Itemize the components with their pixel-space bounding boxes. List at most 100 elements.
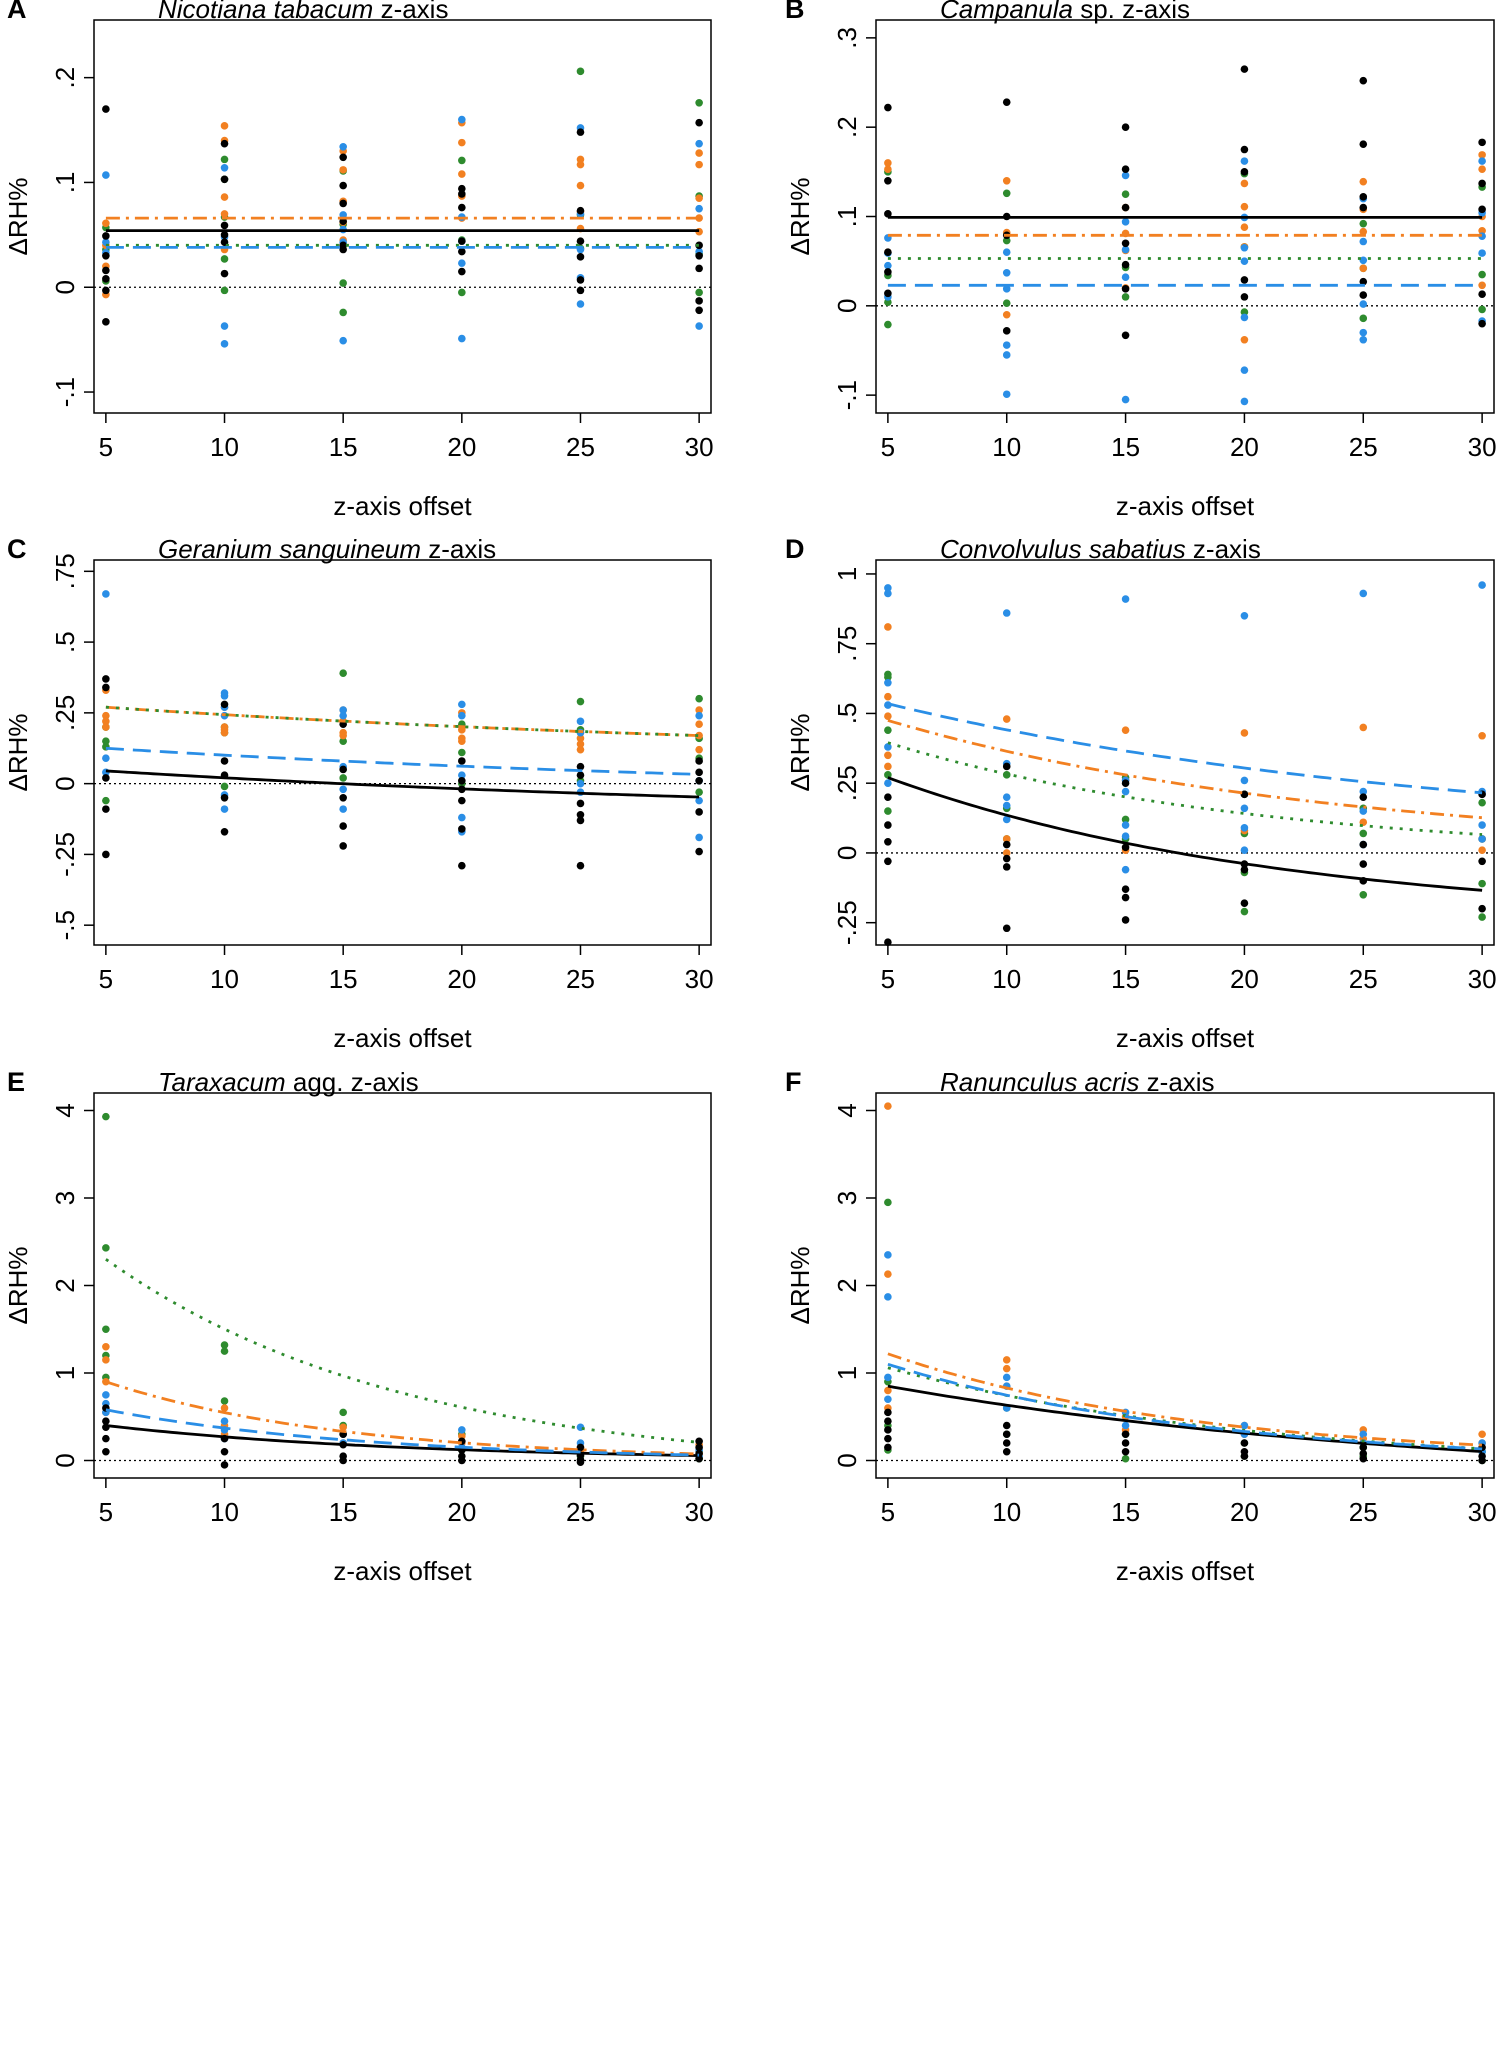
y-tick-label: 0	[832, 846, 862, 860]
data-point-blue	[458, 700, 466, 709]
data-point-black	[884, 1434, 892, 1443]
data-point-black	[1002, 840, 1011, 849]
data-point-black	[102, 286, 110, 295]
x-tick-label: 10	[210, 964, 239, 994]
y-axis-title: ΔRH%	[785, 1246, 815, 1324]
x-tick-label: 10	[210, 432, 239, 462]
data-point-green	[220, 255, 229, 263]
data-point-orange	[576, 181, 585, 190]
data-point-blue	[1121, 171, 1130, 180]
data-point-blue	[1240, 257, 1249, 265]
y-tick-label: 2	[50, 1278, 80, 1292]
data-point-black	[1002, 924, 1011, 933]
y-axis-title: ΔRH%	[785, 713, 815, 791]
data-point-green	[1002, 299, 1011, 307]
data-point-black	[1002, 1421, 1011, 1430]
data-point-black	[1121, 779, 1130, 787]
data-point-black	[1121, 285, 1130, 293]
data-point-orange	[884, 165, 892, 173]
data-point-black	[1359, 193, 1368, 201]
data-point-orange	[1240, 335, 1249, 344]
y-tick-label: 0	[50, 1453, 80, 1467]
data-point-blue	[884, 589, 892, 598]
data-point-black	[695, 1443, 703, 1452]
x-tick-label: 20	[1230, 1497, 1259, 1527]
x-tick-label: 20	[447, 964, 476, 994]
data-point-black	[695, 264, 703, 273]
data-point-blue	[695, 833, 703, 842]
data-point-black	[102, 318, 110, 326]
data-point-blue	[339, 785, 347, 794]
data-point-orange	[1478, 281, 1486, 290]
data-point-black	[1121, 165, 1130, 173]
y-tick-label: 4	[50, 1103, 80, 1117]
data-point-orange	[1240, 202, 1249, 211]
data-point-black	[102, 1434, 110, 1443]
data-point-black	[1478, 179, 1486, 188]
data-point-blue	[1240, 611, 1249, 620]
data-point-black	[102, 1447, 110, 1456]
data-point-blue	[1002, 341, 1011, 349]
data-point-black	[458, 203, 466, 212]
data-point-orange	[1002, 1356, 1011, 1364]
data-point-black	[884, 857, 892, 866]
panel-letter: F	[785, 1067, 802, 1097]
y-axis-title: ΔRH%	[3, 1246, 33, 1324]
data-point-blue	[1478, 157, 1486, 165]
data-point-black	[339, 822, 347, 830]
data-point-black	[884, 268, 892, 276]
data-point-green	[1121, 815, 1130, 824]
data-point-black	[1121, 885, 1130, 894]
data-point-green	[1359, 314, 1368, 323]
data-point-black	[220, 175, 229, 184]
data-point-blue	[576, 717, 585, 726]
data-point-green	[220, 782, 229, 791]
data-point-blue	[1359, 256, 1368, 265]
data-point-black	[1002, 327, 1011, 335]
fit-line-blue	[887, 702, 1483, 795]
data-point-orange	[458, 170, 466, 178]
data-point-black	[1121, 203, 1130, 212]
y-tick-label: 3	[832, 1191, 862, 1205]
data-point-black	[1359, 1449, 1368, 1458]
x-tick-label: 25	[1349, 432, 1378, 462]
x-tick-label: 25	[566, 432, 595, 462]
fit-line-orange	[105, 1380, 700, 1456]
data-point-black	[339, 199, 347, 208]
data-point-black	[576, 237, 585, 245]
data-point-orange	[458, 1432, 466, 1440]
data-point-orange	[884, 159, 892, 167]
data-point-blue	[1359, 1430, 1368, 1439]
x-tick-label: 10	[992, 1497, 1021, 1527]
x-tick-label: 30	[685, 1497, 714, 1527]
data-point-orange	[220, 210, 229, 218]
x-tick-label: 25	[566, 964, 595, 994]
data-point-green	[458, 156, 466, 165]
fit-line-black	[887, 776, 1483, 892]
data-point-green	[1478, 913, 1486, 921]
x-tick-label: 25	[1349, 1497, 1378, 1527]
x-tick-label: 5	[881, 964, 895, 994]
data-point-green	[1478, 305, 1486, 314]
data-point-blue	[1359, 335, 1368, 344]
data-point-black	[695, 1437, 703, 1446]
data-point-orange	[695, 745, 703, 754]
data-point-orange	[1002, 715, 1011, 723]
data-point-orange	[1478, 165, 1486, 173]
data-point-blue	[1240, 397, 1249, 406]
data-point-blue	[1359, 787, 1368, 796]
data-point-green	[884, 1198, 892, 1207]
data-point-black	[102, 850, 110, 859]
data-point-orange	[1240, 223, 1249, 232]
x-tick-label: 30	[685, 432, 714, 462]
data-point-orange	[884, 623, 892, 631]
data-point-black	[102, 275, 110, 283]
data-point-black	[1240, 145, 1249, 154]
data-point-blue	[1121, 865, 1130, 874]
y-tick-label: -.5	[50, 910, 80, 940]
data-point-blue	[1002, 268, 1011, 277]
data-point-green	[884, 726, 892, 734]
data-point-blue	[695, 796, 703, 805]
data-point-green	[1002, 189, 1011, 198]
